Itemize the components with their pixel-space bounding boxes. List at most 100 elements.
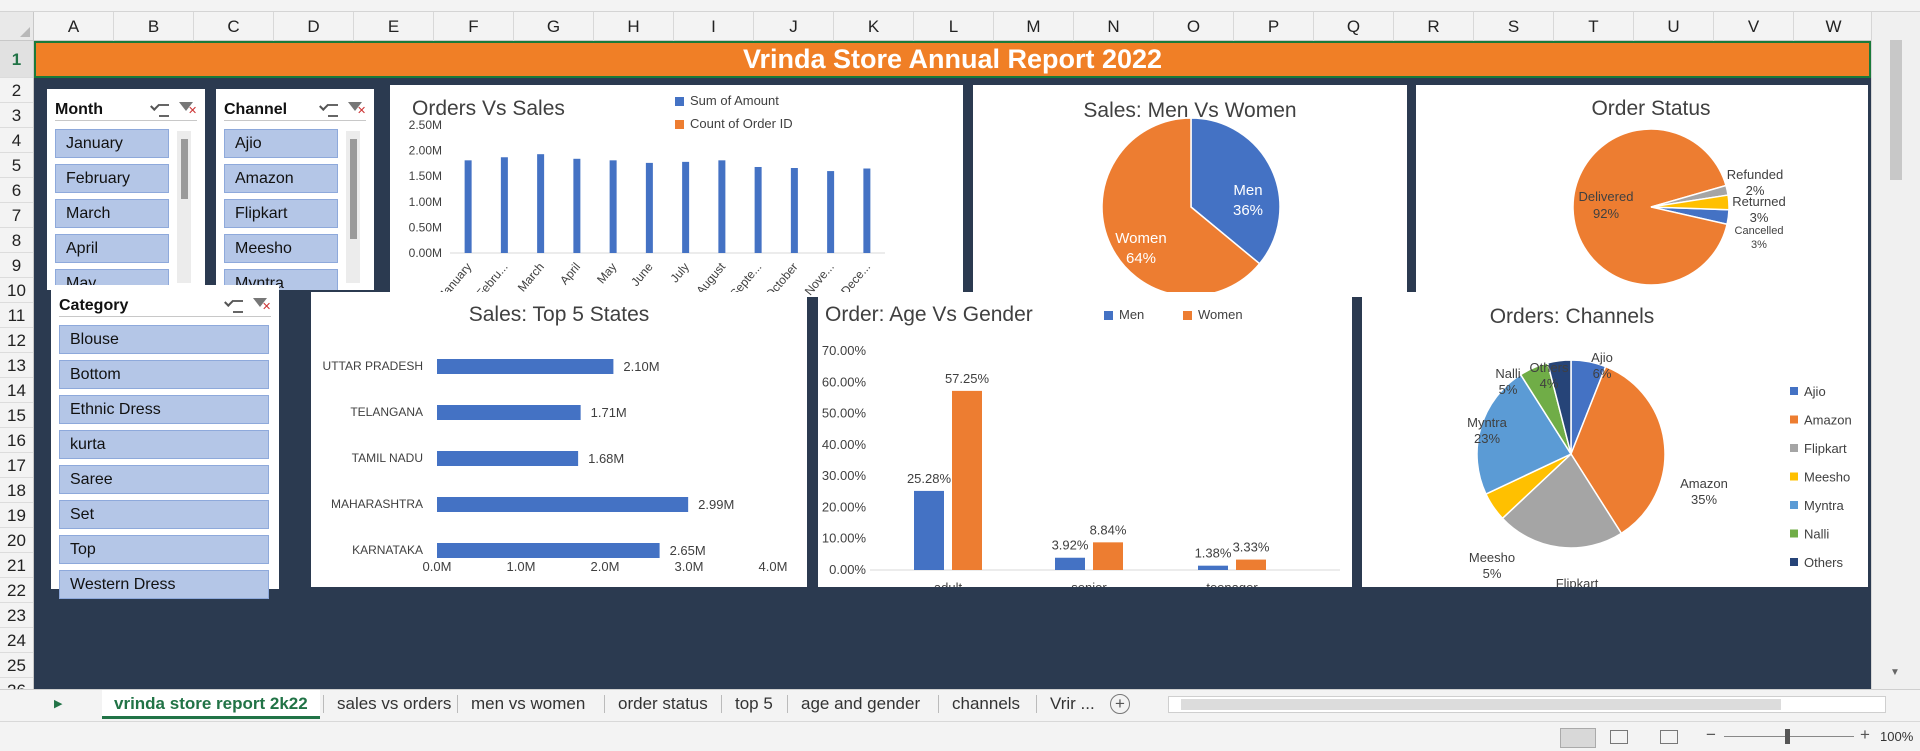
row-header-2[interactable]: 2 [0,78,33,103]
column-header-u[interactable]: U [1634,12,1714,41]
row-header-12[interactable]: 12 [0,328,33,353]
channel-slicer[interactable]: Channel AjioAmazonFlipkartMeeshoMyntraNa… [216,89,374,290]
row-header-19[interactable]: 19 [0,503,33,528]
column-header-n[interactable]: N [1074,12,1154,41]
column-header-b[interactable]: B [114,12,194,41]
tab-age-and-gender[interactable]: age and gender [801,694,921,713]
slicer-item-amazon[interactable]: Amazon [224,164,338,193]
select-all-corner[interactable] [0,12,34,41]
column-header-o[interactable]: O [1154,12,1234,41]
row-header-25[interactable]: 25 [0,653,33,678]
report-title-cell[interactable]: Vrinda Store Annual Report 2022 [34,41,1871,78]
tab-channels[interactable]: channels [952,694,1021,713]
row-header-15[interactable]: 15 [0,403,33,428]
add-sheet-icon[interactable]: + [1110,694,1130,714]
orders-channels-chart[interactable]: Orders: Channels Ajio 6% Amazon 35% Flipkart… [1362,292,1868,587]
horizontal-scrollbar[interactable] [1168,696,1886,713]
slicer-item-western-dress[interactable]: Western Dress [59,570,269,599]
slicer-item-march[interactable]: March [55,199,169,228]
column-header-d[interactable]: D [274,12,354,41]
page-break-view-icon[interactable] [1660,730,1678,744]
row-header-5[interactable]: 5 [0,153,33,178]
clear-filter-icon[interactable] [253,297,271,313]
row-header-21[interactable]: 21 [0,553,33,578]
orders-vs-sales-chart[interactable]: Orders Vs Sales Sum of Amount Count of O… [390,85,963,297]
row-header-4[interactable]: 4 [0,128,33,153]
tab-order-status[interactable]: order status [618,694,708,713]
month-slicer[interactable]: Month JanuaryFebruaryMarchAprilMayJune [47,89,205,290]
multi-select-icon[interactable] [225,297,243,313]
clear-filter-icon[interactable] [179,101,197,117]
tab-vrinda-store-report-2k22[interactable]: vrinda store report 2k22 [102,690,320,719]
row-header-17[interactable]: 17 [0,453,33,478]
slicer-item-meesho[interactable]: Meesho [224,234,338,263]
slicer-item-saree[interactable]: Saree [59,465,269,494]
column-header-s[interactable]: S [1474,12,1554,41]
tab-top-5[interactable]: top 5 [735,694,773,713]
row-header-18[interactable]: 18 [0,478,33,503]
column-header-r[interactable]: R [1394,12,1474,41]
column-header-m[interactable]: M [994,12,1074,41]
row-header-11[interactable]: 11 [0,303,33,328]
vertical-scrollbar[interactable]: ▼ [1871,12,1920,689]
column-header-k[interactable]: K [834,12,914,41]
top5-states-chart[interactable]: Sales: Top 5 States UTTAR PRADESH 2.10M TE… [311,292,807,587]
category-slicer[interactable]: Category Blouse Bottom Ethnic Dress kurta Sa… [51,285,279,599]
slicer-item-blouse[interactable]: Blouse [59,325,269,354]
row-header-7[interactable]: 7 [0,203,33,228]
zoom-out-button[interactable]: − [1706,725,1716,744]
row-header-22[interactable]: 22 [0,578,33,603]
column-header-f[interactable]: F [434,12,514,41]
age-vs-gender-chart[interactable]: Order: Age Vs Gender Men Women 70.00% 60.… [818,292,1352,587]
column-header-t[interactable]: T [1554,12,1634,41]
slicer-item-february[interactable]: February [55,164,169,193]
tab-sales-vs-orders[interactable]: sales vs orders [337,694,452,713]
row-header-14[interactable]: 14 [0,378,33,403]
row-header-6[interactable]: 6 [0,178,33,203]
page-layout-view-icon[interactable] [1610,730,1628,744]
row-header-13[interactable]: 13 [0,353,33,378]
column-header-j[interactable]: J [754,12,834,41]
row-header-20[interactable]: 20 [0,528,33,553]
normal-view-icon[interactable] [1560,728,1596,748]
slicer-item-january[interactable]: January [55,129,169,158]
zoom-in-button[interactable]: + [1860,725,1870,744]
row-header-8[interactable]: 8 [0,228,33,253]
clear-filter-icon[interactable] [348,101,366,117]
zoom-slider[interactable] [1724,729,1854,744]
column-header-p[interactable]: P [1234,12,1314,41]
tab-men-vs-women[interactable]: men vs women [471,694,586,713]
slicer-item-ajio[interactable]: Ajio [224,129,338,158]
row-header-10[interactable]: 10 [0,278,33,303]
column-header-l[interactable]: L [914,12,994,41]
column-header-h[interactable]: H [594,12,674,41]
column-header-i[interactable]: I [674,12,754,41]
slicer-item-flipkart[interactable]: Flipkart [224,199,338,228]
row-header-24[interactable]: 24 [0,628,33,653]
tab-vrir[interactable]: Vrir ... [1050,694,1095,713]
column-header-v[interactable]: V [1714,12,1794,41]
row-header-1[interactable]: 1 [0,41,33,78]
slicer-item-top[interactable]: Top [59,535,269,564]
row-header-3[interactable]: 3 [0,103,33,128]
row-header-9[interactable]: 9 [0,253,33,278]
column-header-g[interactable]: G [514,12,594,41]
slicer-item-april[interactable]: April [55,234,169,263]
column-header-a[interactable]: A [34,12,114,41]
slicer-item-kurta[interactable]: kurta [59,430,269,459]
column-header-q[interactable]: Q [1314,12,1394,41]
column-header-e[interactable]: E [354,12,434,41]
slicer-item-set[interactable]: Set [59,500,269,529]
month-slicer-scrollbar[interactable] [177,131,191,283]
slicer-item-ethnic-dress[interactable]: Ethnic Dress [59,395,269,424]
column-header-c[interactable]: C [194,12,274,41]
row-header-23[interactable]: 23 [0,603,33,628]
multi-select-icon[interactable] [320,101,338,117]
row-header-16[interactable]: 16 [0,428,33,453]
channel-slicer-scrollbar[interactable] [346,131,360,283]
order-status-chart[interactable]: Order Status Delivered 92% Refunded 2% Retur… [1416,85,1868,297]
men-vs-women-chart[interactable]: Sales: Men Vs Women Men 36% Women 64% [973,85,1407,297]
slicer-item-bottom[interactable]: Bottom [59,360,269,389]
zoom-level[interactable]: 100% [1880,729,1914,744]
tab-scroll-right-icon[interactable]: ▶ [54,698,63,710]
